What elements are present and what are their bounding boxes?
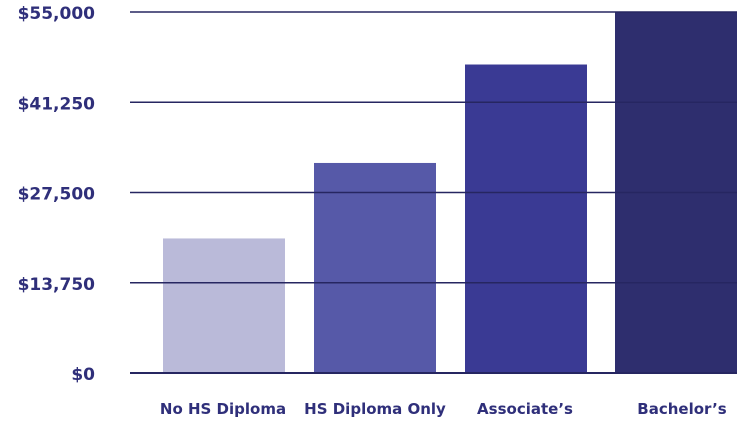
- y-tick-label: $41,250: [18, 94, 96, 114]
- y-tick-label: $55,000: [18, 4, 96, 24]
- bar-2: [314, 162, 436, 373]
- y-tick-label: $13,750: [18, 275, 96, 295]
- grid-layer: [130, 11, 737, 374]
- y-tick-label: $27,500: [18, 185, 96, 205]
- x-tick-label: Associate’s: [477, 400, 573, 418]
- y-axis-ticks: $0 $13,750 $27,500 $41,250 $55,000: [18, 4, 96, 385]
- x-tick-label: HS Diploma Only: [304, 400, 446, 418]
- bars-layer: [163, 12, 737, 373]
- y-tick-label: $0: [71, 365, 95, 385]
- x-tick-label: Bachelor’s: [637, 400, 726, 418]
- bar-1: [163, 238, 285, 373]
- x-tick-label: No HS Diploma: [160, 400, 286, 418]
- bar-3: [465, 64, 587, 373]
- x-axis-ticks: No HS Diploma HS Diploma Only Associate’s B…: [160, 400, 727, 418]
